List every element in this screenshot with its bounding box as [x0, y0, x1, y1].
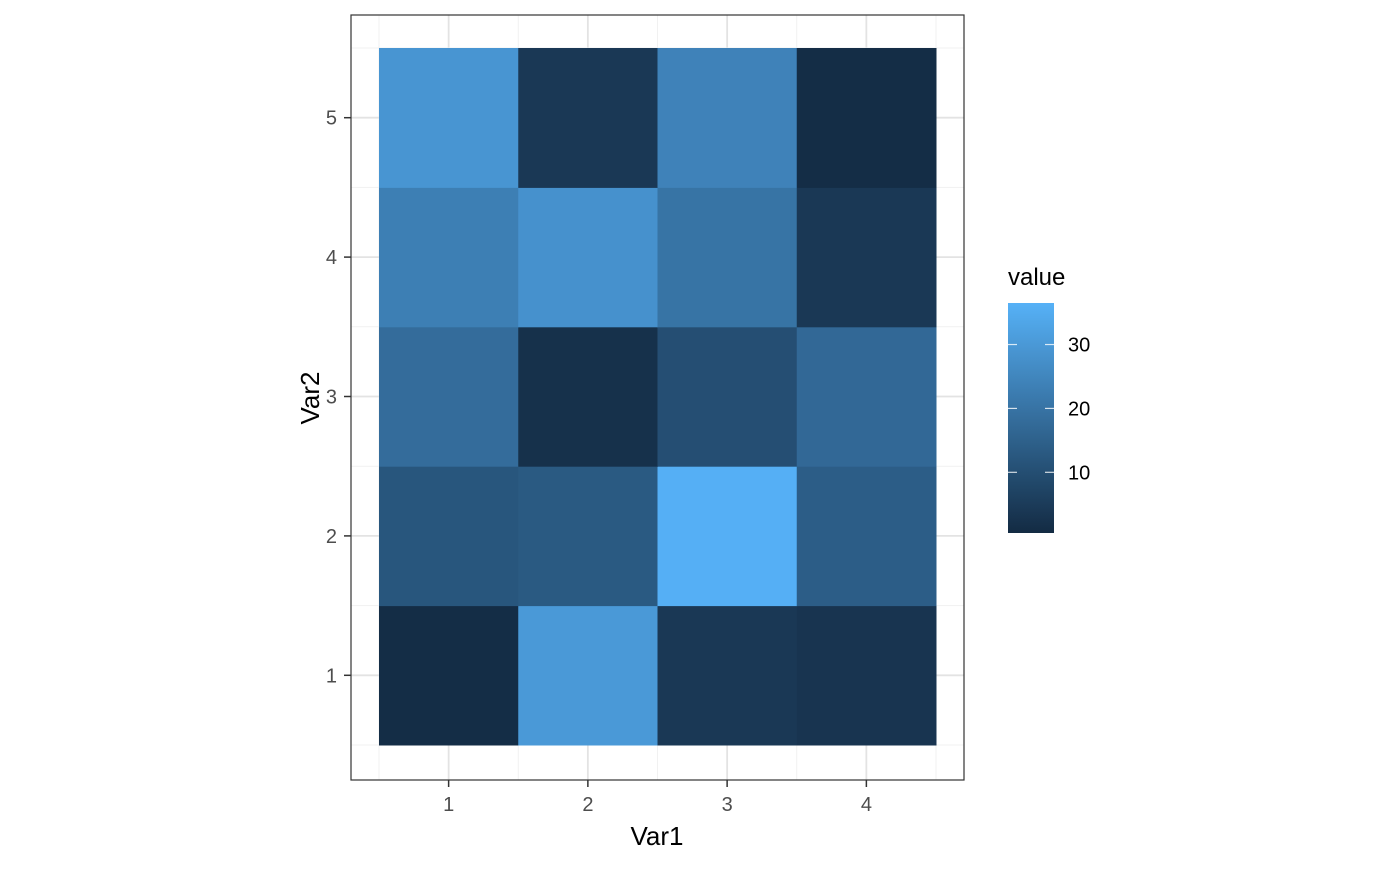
x-tick-label: 2 — [582, 794, 593, 816]
y-tick-label: 2 — [326, 526, 337, 548]
heatmap-tile — [657, 48, 798, 188]
heatmap-tile — [379, 48, 519, 188]
heatmap-tile — [518, 48, 658, 188]
heatmap-tile — [518, 326, 658, 467]
legend: value 10 20 30 — [1008, 264, 1090, 533]
legend-title: value — [1008, 264, 1065, 291]
y-tick-label: 5 — [326, 108, 337, 130]
heatmap-tile — [657, 326, 798, 467]
x-axis: 1 2 3 4 — [443, 780, 872, 816]
heatmap-tile — [518, 187, 658, 328]
x-axis-title: Var1 — [631, 821, 684, 851]
y-axis: 1 2 3 4 5 — [326, 108, 351, 687]
y-tick-label: 3 — [326, 387, 337, 409]
legend-tick-label: 20 — [1068, 398, 1090, 420]
heatmap-tile — [379, 466, 519, 607]
heatmap-tiles — [379, 48, 937, 746]
heatmap-tile — [518, 605, 658, 746]
heatmap-tile — [657, 605, 798, 746]
heatmap-tile — [657, 466, 798, 607]
x-tick-label: 3 — [722, 794, 733, 816]
heatmap-tile — [796, 326, 937, 467]
heatmap-tile — [379, 326, 519, 467]
heatmap-tile — [796, 605, 937, 746]
panel-border — [350, 14, 965, 781]
x-tick-label: 4 — [861, 794, 872, 816]
y-tick-label: 1 — [326, 665, 337, 687]
heatmap-tile — [379, 187, 519, 328]
legend-tick-label: 30 — [1068, 335, 1090, 357]
heatmap-tile — [518, 466, 658, 607]
heatmap-tile — [657, 187, 798, 328]
y-tick-label: 4 — [326, 247, 337, 269]
x-tick-label: 1 — [443, 794, 454, 816]
heatmap-tile — [796, 187, 937, 328]
legend-tick-label: 10 — [1068, 462, 1090, 484]
y-axis-title: Var2 — [295, 372, 325, 425]
legend-colorbar — [1008, 303, 1054, 533]
heatmap-tile — [796, 48, 937, 188]
heatmap-tile — [379, 605, 519, 746]
heatmap-tile — [796, 466, 937, 607]
